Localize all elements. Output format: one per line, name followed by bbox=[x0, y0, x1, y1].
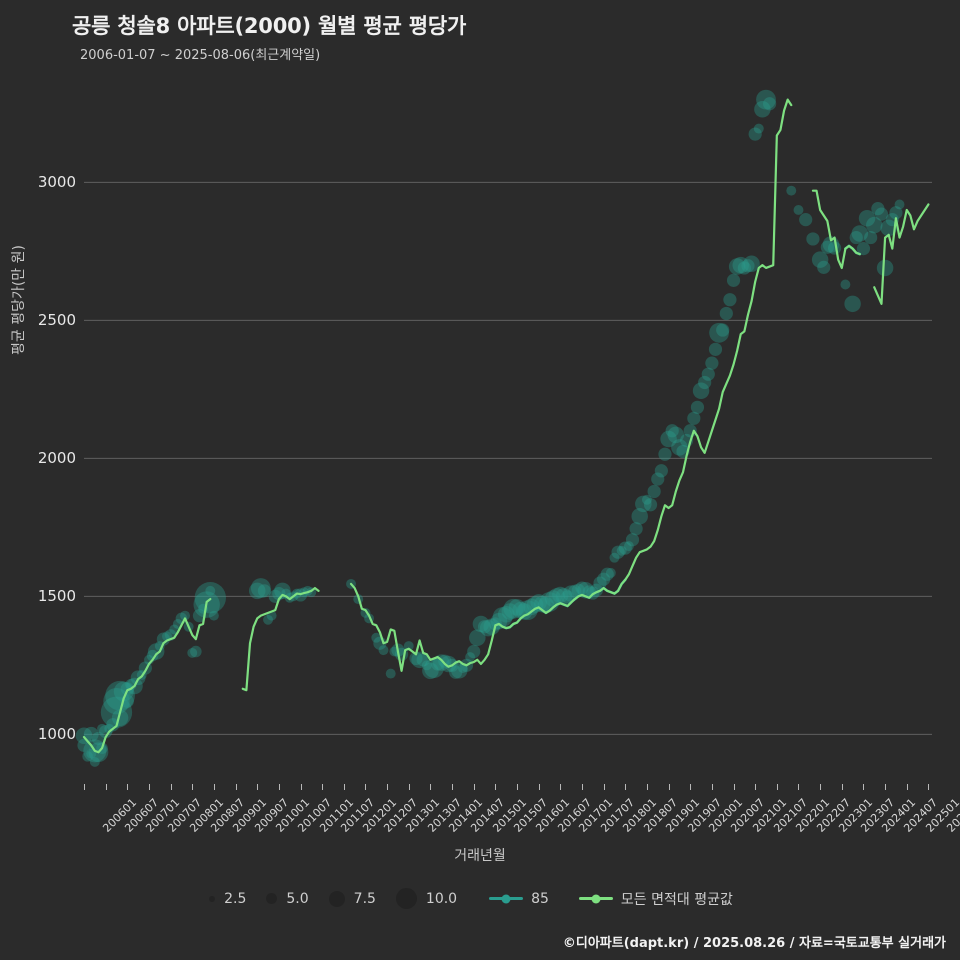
x-tick-mark bbox=[235, 784, 237, 790]
x-tick-mark bbox=[820, 784, 822, 790]
legend-series-item[interactable]: 85 bbox=[489, 891, 549, 907]
legend-series-label: 85 bbox=[531, 890, 549, 907]
y-tick-label: 1500 bbox=[37, 587, 76, 606]
x-tick-mark bbox=[408, 784, 410, 790]
x-tick-mark bbox=[755, 784, 757, 790]
y-tick-label: 2000 bbox=[37, 449, 76, 468]
x-tick-mark bbox=[84, 784, 85, 790]
x-axis-title: 거래년월 bbox=[454, 848, 506, 864]
x-tick-mark bbox=[192, 784, 194, 790]
x-tick-mark bbox=[517, 784, 519, 790]
legend-size-label: 7.5 bbox=[353, 890, 376, 907]
plot-area bbox=[75, 72, 932, 784]
series-line-average bbox=[82, 98, 930, 754]
x-tick-mark bbox=[322, 784, 324, 790]
legend-size-label: 5.0 bbox=[286, 890, 309, 907]
legend-size-label: 10.0 bbox=[425, 890, 458, 907]
x-tick-mark bbox=[625, 784, 627, 790]
legend-bubble-icon bbox=[209, 895, 216, 902]
y-axis-ticks: 1000 1500 2000 2500 3000 bbox=[0, 0, 76, 960]
x-tick-mark bbox=[365, 784, 367, 790]
x-tick-mark bbox=[257, 784, 259, 790]
x-axis-ticks: 200601 200607 200701 200707 200801 200807 2009… bbox=[0, 784, 960, 904]
x-tick-mark bbox=[841, 784, 843, 790]
legend-size-item: 10.0 bbox=[395, 888, 458, 909]
x-tick-mark bbox=[690, 784, 692, 790]
gridlines bbox=[84, 181, 932, 735]
x-tick-mark bbox=[863, 784, 865, 790]
x-tick-mark bbox=[300, 784, 302, 790]
x-tick-mark bbox=[430, 784, 432, 790]
x-tick-mark bbox=[495, 784, 497, 790]
x-tick-mark bbox=[906, 784, 908, 790]
x-tick-mark bbox=[560, 784, 562, 790]
x-tick-mark bbox=[473, 784, 475, 790]
x-tick-mark bbox=[538, 784, 540, 790]
legend-size-item: 2.5 bbox=[209, 891, 246, 907]
legend-size-item: 7.5 bbox=[328, 890, 376, 907]
footer-credit: ©디아파트(dapt.kr) / 2025.08.26 / 자료=국토교통부 실… bbox=[562, 936, 946, 951]
x-tick-mark bbox=[105, 784, 107, 790]
x-tick-mark bbox=[170, 784, 172, 790]
y-tick-label: 3000 bbox=[37, 173, 76, 192]
chart-svg bbox=[75, 89, 932, 767]
x-tick-mark bbox=[928, 784, 930, 790]
chart-subtitle: 2006-01-07 ~ 2025-08-06(최근계약일) bbox=[80, 48, 321, 63]
x-tick-mark bbox=[733, 784, 735, 790]
legend-size-item: 5.0 bbox=[266, 890, 309, 907]
legend-size-scale: 2.5 5.0 7.5 10.0 bbox=[209, 888, 477, 909]
legend-line-icon bbox=[578, 894, 613, 903]
page-title: 공릉 청솔8 아파트(2000) 월별 평균 평당가 bbox=[72, 14, 467, 38]
y-tick-label: 2500 bbox=[37, 311, 76, 330]
legend-bubble-icon bbox=[395, 888, 417, 909]
x-tick-mark bbox=[452, 784, 454, 790]
x-tick-mark bbox=[646, 784, 648, 790]
x-tick-mark bbox=[148, 784, 150, 790]
x-tick-mark bbox=[127, 784, 129, 790]
x-tick-mark bbox=[343, 784, 345, 790]
legend-series-label: 모든 면적대 평균값 bbox=[620, 891, 733, 908]
legend-size-label: 2.5 bbox=[224, 890, 247, 907]
legend-line-icon bbox=[489, 894, 524, 903]
x-tick-mark bbox=[387, 784, 389, 790]
x-tick-mark bbox=[798, 784, 800, 790]
x-tick-mark bbox=[668, 784, 670, 790]
x-tick-mark bbox=[711, 784, 713, 790]
x-tick-mark bbox=[278, 784, 280, 790]
legend-bubble-icon bbox=[266, 893, 278, 904]
legend-series-list: 85 모든 면적대 평균값 bbox=[477, 889, 751, 909]
chart-legend: 2.5 5.0 7.5 10.0 85 모든 면적대 평균값 bbox=[0, 888, 960, 909]
x-tick-mark bbox=[213, 784, 215, 790]
x-tick-mark bbox=[581, 784, 583, 790]
y-tick-label: 1000 bbox=[37, 725, 76, 744]
x-tick-mark bbox=[776, 784, 778, 790]
legend-bubble-icon bbox=[328, 890, 345, 907]
x-tick-mark bbox=[885, 784, 887, 790]
x-tick-mark bbox=[603, 784, 605, 790]
legend-series-item[interactable]: 모든 면적대 평균값 bbox=[578, 889, 733, 909]
scatter-points bbox=[75, 89, 905, 767]
